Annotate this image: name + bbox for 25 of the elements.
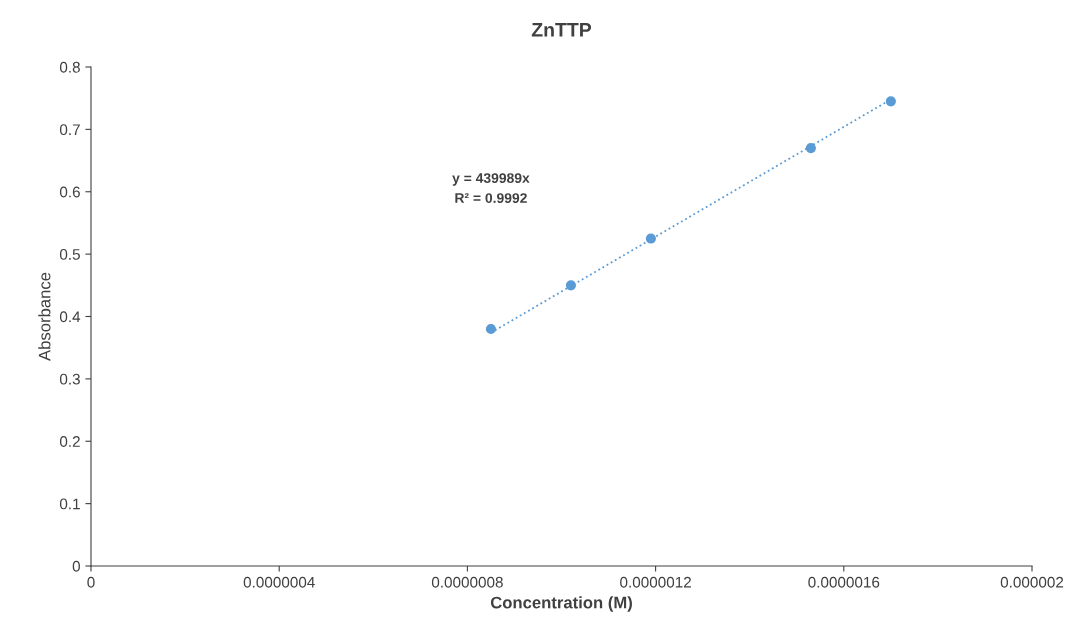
y-tick-label: 0.8 (59, 61, 80, 73)
x-tick-label: 0.0000012 (620, 576, 691, 588)
y-tick-label: 0.3 (59, 373, 80, 385)
y-tick-label: 0.7 (59, 124, 80, 136)
x-tick-label: 0.0000004 (243, 576, 315, 588)
y-tick-label: 0.5 (59, 248, 80, 260)
chart-title: ZnTTP (531, 23, 592, 37)
point (645, 233, 656, 244)
point (565, 280, 576, 291)
point (885, 96, 896, 107)
annotation: R² = 0.9992 (455, 193, 527, 203)
y-tick-label: 0 (72, 560, 80, 572)
x-tick-label: 0.0000008 (431, 576, 503, 588)
x-tick-label: 0 (87, 576, 95, 588)
x-tick-label: 0.0000016 (808, 576, 880, 588)
x-tick-label: 0.000002 (1000, 576, 1064, 588)
point (805, 143, 816, 154)
annotation: y = 439989x (452, 173, 530, 186)
y-axis-title: Absorbance (38, 272, 51, 361)
y-tick-label: 0.4 (59, 311, 81, 323)
x-axis-title: Concentration (M) (490, 596, 632, 612)
point (485, 323, 497, 335)
y-tick-label: 0.1 (59, 498, 80, 510)
y-tick-label: 0.2 (59, 436, 80, 447)
y-tick-label: 0.6 (59, 186, 80, 198)
